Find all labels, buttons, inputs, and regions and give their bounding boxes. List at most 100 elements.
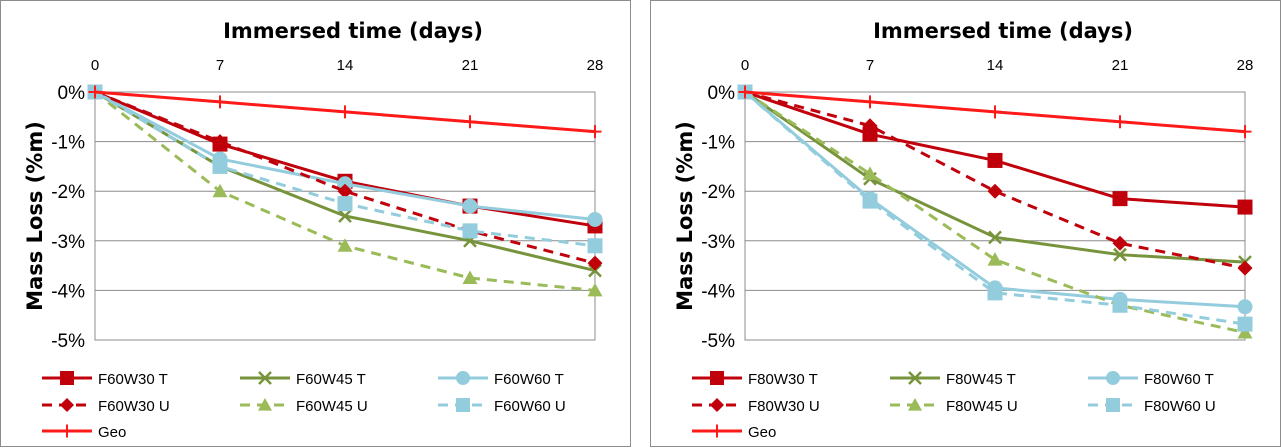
legend-marker <box>908 371 922 385</box>
data-point <box>862 126 878 142</box>
x-tick-label: 14 <box>987 57 1004 74</box>
series-geo <box>88 85 602 139</box>
x-axis-title: Immersed time (days) <box>223 19 483 43</box>
y-tick-label: -5% <box>701 331 735 352</box>
legend-marker <box>908 398 922 411</box>
legend-label: Geo <box>98 424 126 441</box>
legend-entry: F60W60 T <box>438 371 564 388</box>
data-point <box>213 95 227 109</box>
data-point <box>862 193 878 209</box>
mass-loss-chart-f80: Immersed time (days) Mass Loss (%m) 0% -1% -… <box>650 0 1281 447</box>
series-f80w30-u <box>737 84 1253 276</box>
legend-entry: Geo <box>692 424 776 441</box>
data-point <box>987 252 1003 266</box>
legend-entry: F80W60 U <box>1088 398 1216 415</box>
legend-entry: F60W30 U <box>42 398 170 415</box>
legend-marker <box>710 371 724 385</box>
data-point <box>462 270 478 284</box>
y-axis-title: Mass Loss (%m) <box>673 121 697 311</box>
data-point <box>587 211 603 227</box>
legend-entry: F80W45 T <box>890 371 1016 388</box>
x-tick-label: 21 <box>462 57 479 74</box>
data-point <box>338 105 352 119</box>
legend-entry: F80W30 T <box>692 371 818 388</box>
data-point <box>1237 299 1253 315</box>
data-point <box>212 158 228 174</box>
data-point <box>1113 247 1127 262</box>
series-line <box>94 90 596 265</box>
data-point <box>1238 125 1252 139</box>
y-tick-label: -3% <box>701 232 735 253</box>
legend-marker <box>258 398 272 411</box>
data-point <box>987 285 1003 301</box>
legend-entry: F60W45 T <box>240 371 366 388</box>
data-point <box>463 115 477 129</box>
data-point <box>88 85 102 99</box>
series-geo <box>738 85 1252 139</box>
legend-marker <box>456 398 470 412</box>
data-point <box>212 134 228 150</box>
chart-panel-left: Immersed time (days) Mass Loss (%m) 0% -1% -… <box>0 0 631 447</box>
data-point <box>987 152 1003 168</box>
legend-entry: F60W60 U <box>438 398 566 415</box>
x-tick-label: 21 <box>1112 57 1129 74</box>
x-tick-label: 28 <box>1237 57 1254 74</box>
x-tick-label: 14 <box>337 57 354 74</box>
legend-label: Geo <box>748 424 776 441</box>
legend-label: F60W60 T <box>494 371 564 388</box>
data-point <box>1112 297 1128 313</box>
data-point <box>1112 235 1128 251</box>
y-tick-label: -1% <box>51 133 85 154</box>
x-tick-label: 7 <box>216 57 224 74</box>
legend-marker <box>60 371 74 385</box>
legend-label: F60W30 U <box>98 398 170 415</box>
legend-label: F80W45 T <box>946 371 1016 388</box>
legend-label: F60W45 U <box>296 398 368 415</box>
data-point <box>988 105 1002 119</box>
legend-label: F60W60 U <box>494 398 566 415</box>
data-point <box>587 282 603 297</box>
data-point <box>862 166 878 180</box>
data-point <box>1237 316 1253 332</box>
data-point <box>337 196 353 212</box>
data-point <box>1237 199 1253 215</box>
legend-label: F80W30 T <box>748 371 818 388</box>
legend-marker <box>1106 398 1120 412</box>
legend-marker <box>258 371 272 385</box>
legend-entry: Geo <box>42 424 126 441</box>
chart-panel-right: Immersed time (days) Mass Loss (%m) 0% -1% -… <box>650 0 1281 447</box>
series-line <box>744 90 1246 326</box>
legend-marker <box>710 398 724 412</box>
y-tick-label: 0% <box>708 83 736 104</box>
series-line <box>744 90 1246 335</box>
legend-marker <box>456 371 470 385</box>
y-tick-label: -4% <box>701 281 735 302</box>
series-line <box>744 90 1246 270</box>
x-tick-label: 0 <box>91 57 99 74</box>
y-tick-label: -4% <box>51 281 85 302</box>
y-tick-label: -1% <box>701 133 735 154</box>
legend-label: F80W60 T <box>1144 371 1214 388</box>
legend-marker <box>60 424 74 438</box>
legend-label: F80W30 U <box>748 398 820 415</box>
data-point <box>738 85 752 99</box>
legend-entry: F80W45 U <box>890 398 1018 415</box>
data-point <box>337 238 353 252</box>
legend-label: F60W30 T <box>98 371 168 388</box>
legend-entry: F60W45 U <box>240 398 368 415</box>
legend-marker <box>1106 371 1120 385</box>
y-tick-label: -5% <box>51 331 85 352</box>
legend-label: F80W45 U <box>946 398 1018 415</box>
y-tick-label: -2% <box>701 182 735 203</box>
legend-entry: F60W30 T <box>42 371 168 388</box>
legend-label: F80W60 U <box>1144 398 1216 415</box>
x-tick-label: 7 <box>866 57 874 74</box>
data-point <box>1237 325 1253 339</box>
legend-entry: F80W60 T <box>1088 371 1214 388</box>
series-f60w45-u <box>87 84 603 297</box>
data-point <box>212 183 228 198</box>
data-point <box>1237 260 1253 276</box>
data-point <box>1113 115 1127 129</box>
data-point <box>588 125 602 139</box>
mass-loss-chart-f60: Immersed time (days) Mass Loss (%m) 0% -1% -… <box>0 0 631 447</box>
